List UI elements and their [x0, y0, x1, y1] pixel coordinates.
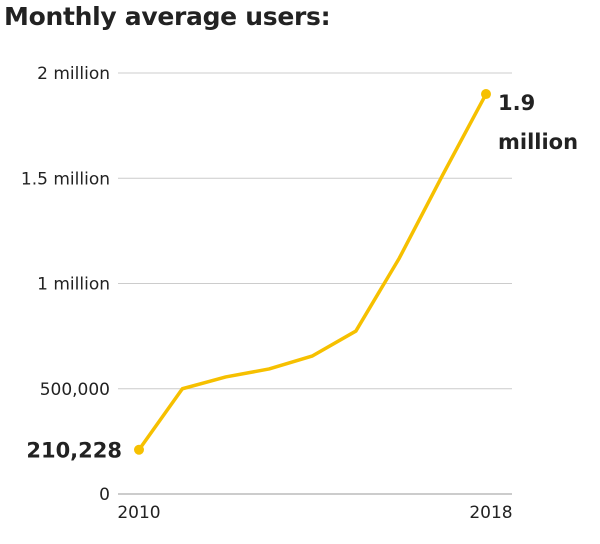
y-tick-label: 2 million: [37, 64, 110, 84]
x-tick-label: 2010: [117, 503, 160, 523]
y-tick-label: 1.5 million: [21, 169, 110, 189]
start-value-label: 210,228: [26, 439, 122, 463]
x-tick-label: 2018: [469, 503, 512, 523]
series-line: [137, 93, 488, 451]
endpoint-marker: [134, 444, 144, 455]
y-tick-label: 500,000: [40, 380, 110, 400]
chart-title: Monthly average users:: [4, 2, 331, 31]
end-value-label-line1: 1.9: [498, 91, 535, 115]
y-tick-label: 0: [99, 485, 110, 505]
endpoint-marker: [481, 89, 491, 100]
end-value-label-line2: million: [498, 130, 578, 154]
y-tick-label: 1 million: [37, 275, 110, 295]
